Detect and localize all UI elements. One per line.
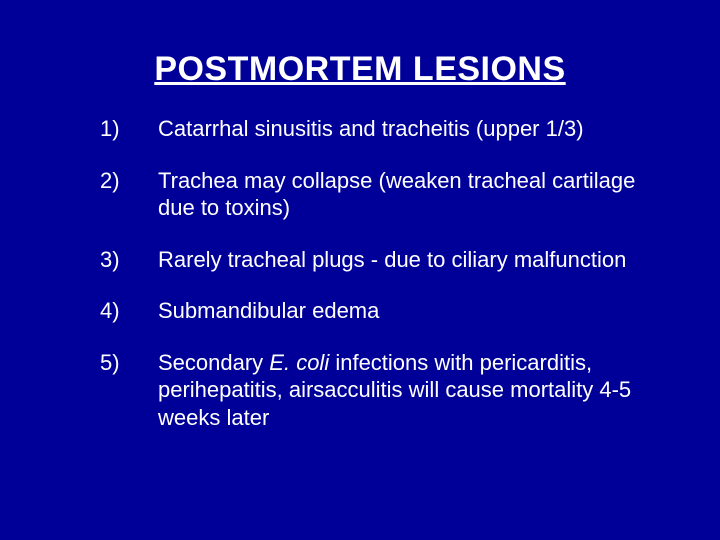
lesion-list: 1) Catarrhal sinusitis and tracheitis (u…: [60, 115, 660, 431]
list-item: 3) Rarely tracheal plugs - due to ciliar…: [100, 246, 660, 274]
slide-title: POSTMORTEM LESIONS: [60, 50, 660, 89]
list-item: 2) Trachea may collapse (weaken tracheal…: [100, 167, 660, 222]
item-text: Submandibular edema: [158, 297, 660, 325]
item-text: Secondary E. coli infections with perica…: [158, 349, 660, 432]
item-number: 4): [100, 297, 158, 325]
item-text-italic: E. coli: [269, 350, 329, 375]
list-item: 1) Catarrhal sinusitis and tracheitis (u…: [100, 115, 660, 143]
slide: POSTMORTEM LESIONS 1) Catarrhal sinusiti…: [0, 0, 720, 540]
list-item: 5) Secondary E. coli infections with per…: [100, 349, 660, 432]
item-number: 2): [100, 167, 158, 195]
item-number: 5): [100, 349, 158, 377]
item-text: Trachea may collapse (weaken tracheal ca…: [158, 167, 660, 222]
item-text-pre: Secondary: [158, 350, 269, 375]
item-number: 3): [100, 246, 158, 274]
item-text: Rarely tracheal plugs - due to ciliary m…: [158, 246, 660, 274]
item-text: Catarrhal sinusitis and tracheitis (uppe…: [158, 115, 660, 143]
item-number: 1): [100, 115, 158, 143]
list-item: 4) Submandibular edema: [100, 297, 660, 325]
